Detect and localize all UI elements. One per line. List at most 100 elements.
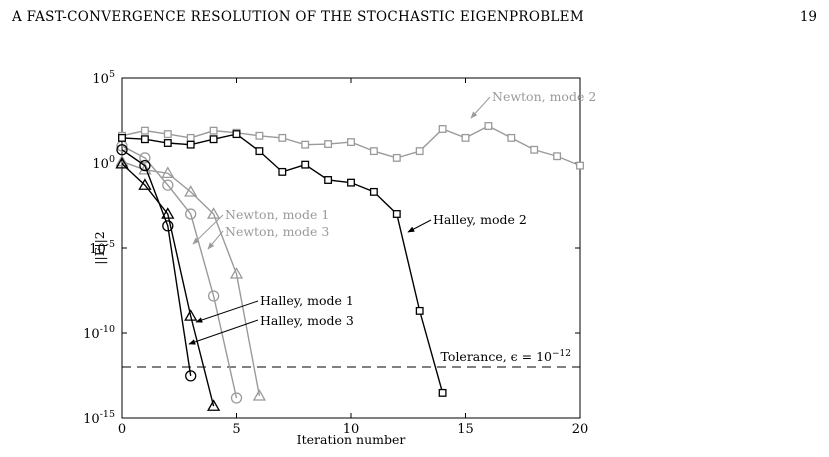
data-point	[278, 167, 287, 176]
data-point	[186, 133, 195, 142]
data-point	[415, 147, 424, 156]
tolerance-label: Tolerance, ϵ = 10−12	[441, 349, 571, 364]
running-head: A FAST-CONVERGENCE RESOLUTION OF THE STO…	[12, 9, 817, 29]
data-point	[255, 147, 264, 156]
data-point	[278, 133, 287, 142]
y-axis-ticks: 105 100 10-5 10-10 10-15	[83, 69, 580, 427]
series-line	[121, 145, 238, 399]
data-point	[115, 156, 129, 169]
series-line	[121, 163, 215, 407]
data-point	[324, 176, 333, 184]
y-tick-label: 105	[92, 69, 115, 87]
annotation-arrow	[195, 300, 259, 323]
annotation-halley-mode-2: Halley, mode 2	[407, 212, 527, 233]
data-point	[229, 267, 244, 279]
x-tick-label: 20	[572, 422, 589, 437]
y-tick-label: 10-5	[89, 239, 115, 257]
data-point	[206, 207, 221, 219]
series-newton-mode-3	[115, 154, 267, 401]
data-point	[163, 130, 172, 139]
data-point	[553, 152, 562, 161]
x-tick-label: 15	[457, 422, 474, 437]
annotation-label: Halley, mode 3	[260, 313, 354, 328]
data-point	[301, 140, 310, 149]
data-point	[438, 388, 447, 397]
annotation-arrow	[188, 319, 259, 345]
data-point	[347, 138, 355, 147]
series-newton-mode-1	[116, 140, 243, 404]
x-axis-label: Iteration number	[297, 432, 406, 447]
annotation-label: Newton, mode 2	[492, 89, 596, 104]
data-point	[115, 154, 129, 167]
data-point	[392, 153, 401, 162]
data-point	[139, 152, 151, 164]
data-point	[140, 126, 149, 135]
data-point	[162, 220, 174, 232]
x-tick-label: 0	[118, 422, 126, 437]
data-point	[185, 370, 197, 382]
data-point	[507, 133, 516, 142]
data-point	[161, 207, 175, 219]
y-tick-label: 10-10	[83, 324, 115, 342]
data-point	[118, 133, 126, 142]
series-halley-mode-2	[118, 130, 447, 397]
annotation-arrow	[407, 219, 432, 233]
page-number: 19	[799, 9, 817, 25]
data-point	[369, 147, 378, 156]
data-point	[209, 126, 218, 135]
data-point	[184, 309, 198, 321]
y-tick-label: 100	[92, 154, 115, 172]
annotation-label: Newton, mode 3	[225, 224, 329, 239]
data-point	[186, 140, 195, 149]
annotation-arrow	[192, 214, 224, 245]
x-axis-ticks: 0 5 10 15 20	[118, 78, 588, 437]
running-title: A FAST-CONVERGENCE RESOLUTION OF THE STO…	[12, 9, 584, 25]
y-axis-label: ||F||2	[92, 231, 107, 264]
data-point	[392, 210, 401, 218]
data-point	[415, 306, 424, 315]
data-point	[484, 122, 493, 130]
data-point	[184, 185, 198, 197]
data-point	[576, 161, 584, 170]
series-line	[121, 149, 192, 376]
data-point	[461, 133, 470, 142]
data-point	[161, 166, 175, 179]
data-point	[255, 131, 264, 140]
annotation-halley-mode-3: Halley, mode 3	[188, 313, 354, 345]
annotation-label: Newton, mode 1	[225, 207, 329, 222]
y-tick-label: 10-15	[83, 409, 115, 427]
data-point	[139, 159, 151, 172]
annotation-newton-mode-3: Newton, mode 3	[207, 224, 329, 250]
data-point	[207, 290, 220, 302]
annotation-layer: Newton, mode 2 Newton, mode 1 Newton, mode…	[188, 89, 596, 345]
data-point	[232, 130, 241, 139]
y-axis-label-group: ||F||2	[92, 231, 107, 264]
data-point	[209, 135, 218, 144]
data-point	[116, 144, 128, 156]
data-point	[530, 145, 539, 154]
data-point	[252, 389, 267, 401]
annotation-label: Halley, mode 2	[433, 212, 527, 227]
data-point	[138, 178, 152, 190]
data-point	[301, 160, 310, 169]
annotation-newton-mode-1: Newton, mode 1	[192, 207, 329, 245]
annotation-halley-mode-1: Halley, mode 1	[195, 293, 354, 323]
annotation-newton-mode-2: Newton, mode 2	[470, 89, 596, 119]
annotation-label: Halley, mode 1	[260, 293, 354, 308]
series-layer	[115, 122, 584, 411]
data-point	[324, 140, 333, 149]
data-point	[369, 187, 378, 196]
annotation-arrow	[470, 96, 491, 119]
data-point	[185, 208, 197, 220]
data-point	[140, 135, 149, 144]
data-point	[162, 179, 174, 191]
series-line	[121, 160, 261, 397]
data-point	[347, 178, 355, 187]
series-halley-mode-1	[116, 144, 197, 382]
tolerance-group: Tolerance, ϵ = 10−12	[122, 349, 580, 368]
data-point	[206, 399, 221, 411]
x-tick-label: 5	[232, 422, 240, 437]
annotation-arrow	[207, 230, 224, 250]
data-point	[438, 125, 447, 133]
